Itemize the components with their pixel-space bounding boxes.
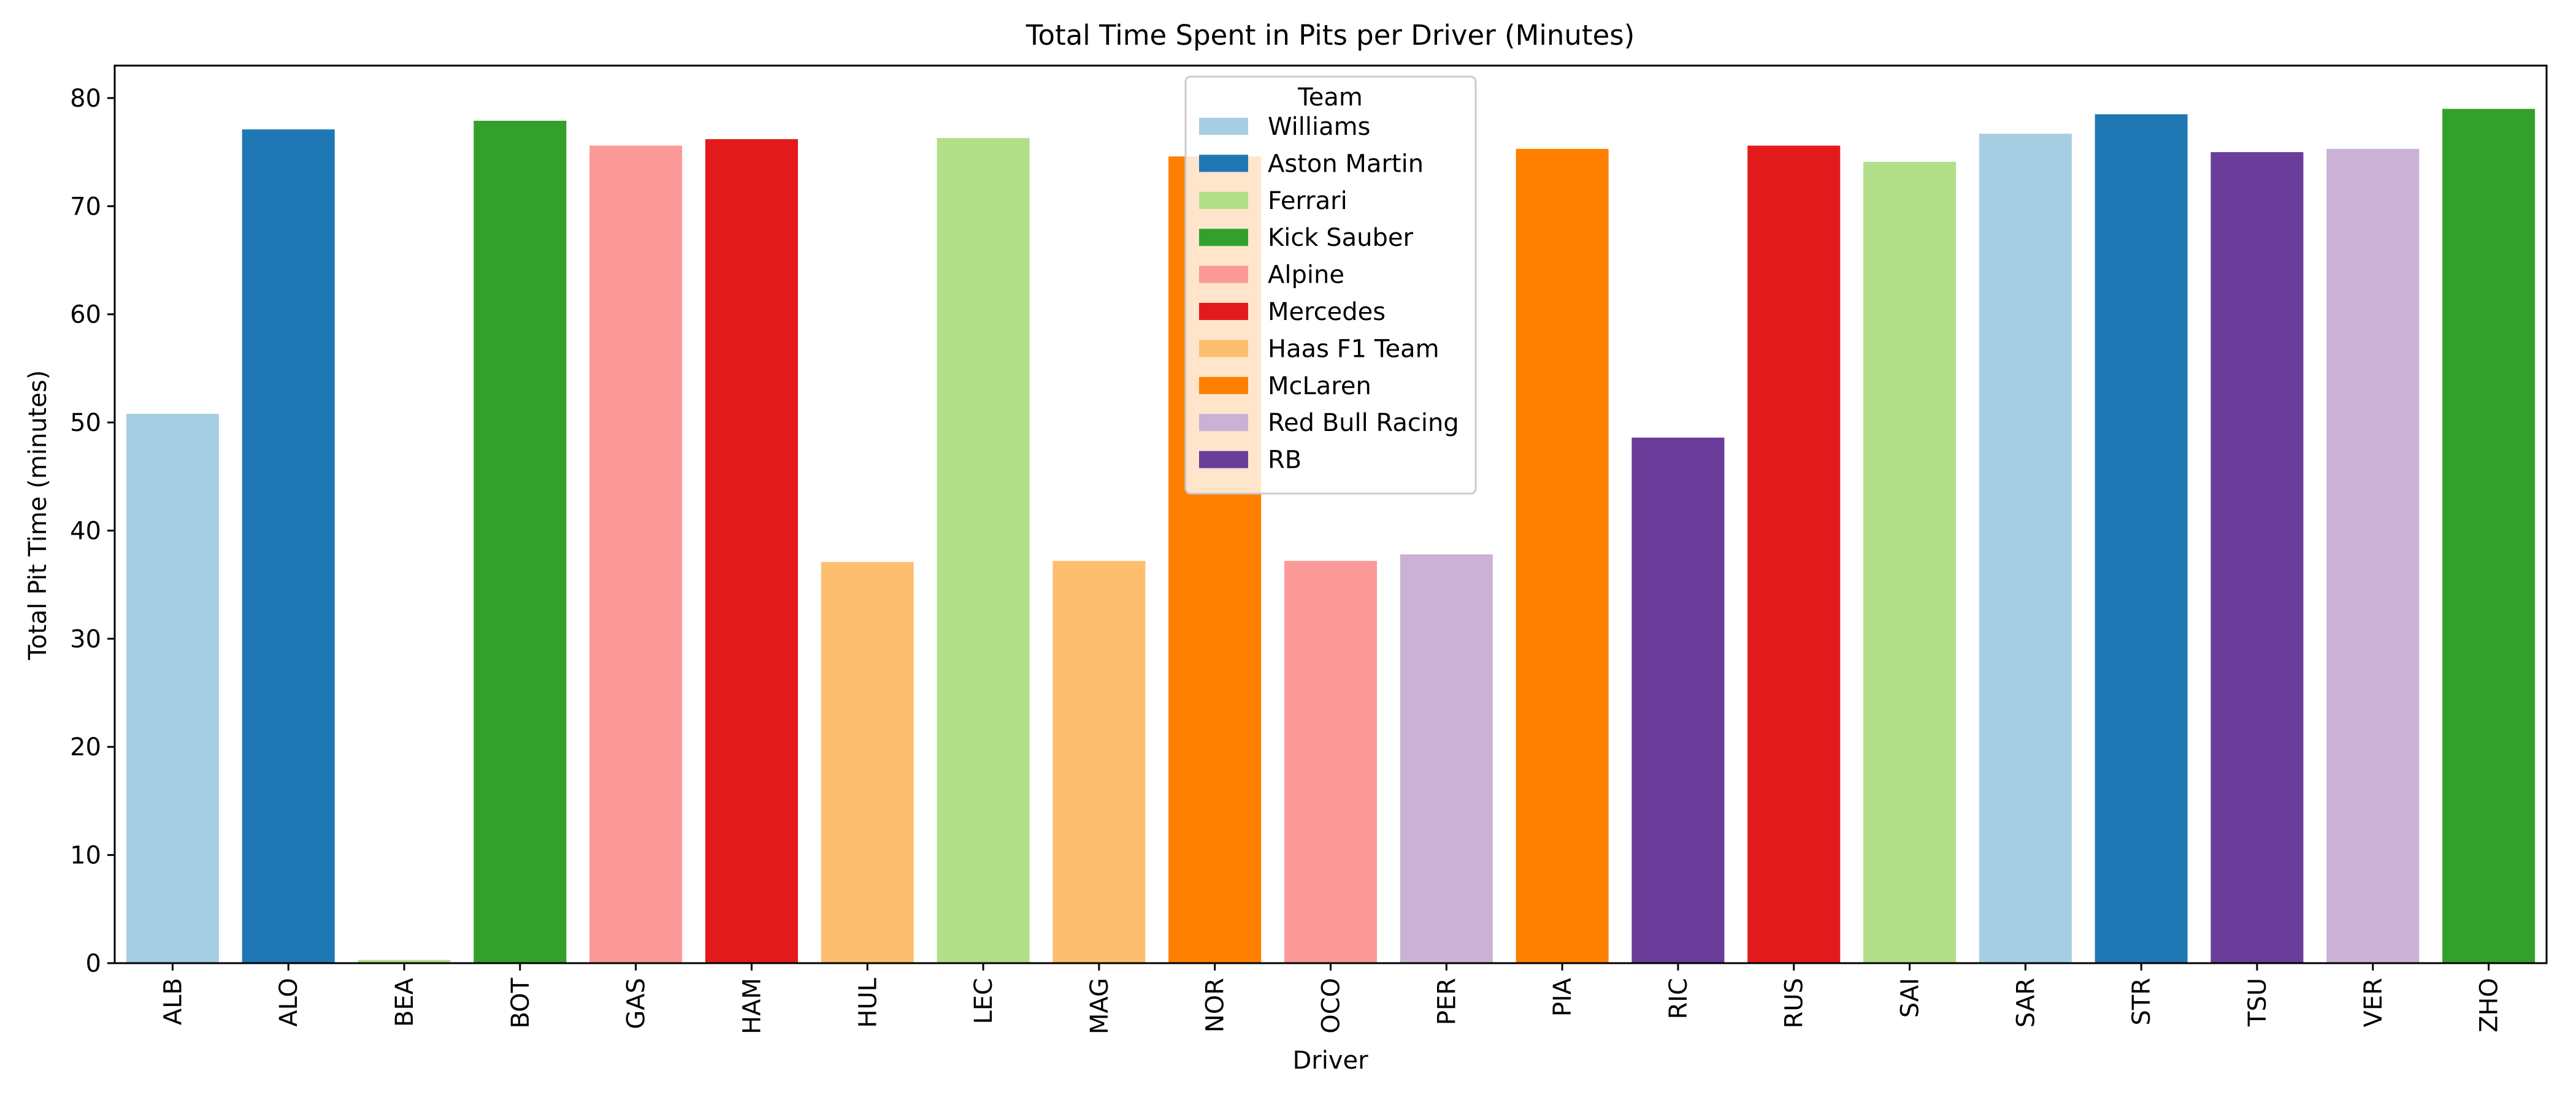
y-tick-label: 40 [70, 517, 101, 545]
bars [126, 109, 2536, 964]
bar-ric [1631, 437, 1725, 963]
legend-label: Kick Sauber [1268, 224, 1413, 252]
legend-swatch [1199, 340, 1248, 357]
y-tick-label: 60 [70, 301, 101, 329]
y-axis-label: Total Pit Time (minutes) [24, 370, 52, 661]
bar-oco [1284, 560, 1378, 963]
x-tick-label-mag: MAG [1086, 978, 1114, 1034]
legend-label: Williams [1268, 113, 1370, 141]
legend-swatch [1199, 229, 1248, 246]
bar-per [1400, 554, 1493, 963]
y-tick-label: 20 [70, 733, 101, 761]
legend-box [1184, 75, 1477, 495]
x-tick-label-oco: OCO [1317, 978, 1346, 1034]
bar-alb [126, 413, 219, 963]
x-tick-label-alo: ALO [275, 978, 303, 1027]
legend-items: Williams Aston Martin Ferrari Kick Sauber Al… [1199, 113, 1459, 475]
y-tick-label: 30 [70, 625, 101, 654]
bar-tsu [2210, 152, 2304, 964]
y-tick-label: 10 [70, 842, 101, 870]
bar-gas [589, 145, 683, 963]
bar-alo [242, 129, 335, 963]
x-tick-label-gas: GAS [623, 978, 651, 1029]
legend-title: Team [1297, 83, 1363, 112]
bar-sai [1863, 161, 1957, 964]
legend-swatch [1199, 191, 1248, 209]
legend-label: Ferrari [1268, 187, 1347, 215]
x-tick-label-rus: RUS [1781, 978, 1809, 1028]
x-tick-label-tsu: TSU [2244, 978, 2272, 1027]
bar-sar [1979, 134, 2072, 963]
bar-rus [1747, 145, 1841, 963]
bar-str [2095, 114, 2188, 963]
legend-label: McLaren [1268, 372, 1371, 400]
legend-label: RB [1268, 446, 1301, 475]
y-tick-label: 70 [70, 193, 101, 221]
legend-swatch [1199, 303, 1248, 320]
x-tick-label-sar: SAR [2012, 978, 2040, 1028]
x-tick-label-hul: HUL [854, 977, 882, 1028]
legend-swatch [1199, 118, 1248, 135]
x-tick-label-bot: BOT [507, 977, 535, 1028]
bar-ver [2326, 148, 2420, 963]
x-tick-label-ver: VER [2359, 978, 2388, 1027]
y-tick-label: 80 [70, 85, 101, 113]
legend-swatch [1199, 414, 1248, 432]
x-tick-label-alb: ALB [159, 978, 187, 1025]
chart-title: Total Time Spent in Pits per Driver (Min… [1025, 19, 1635, 51]
y-axis: 0 10 20 30 40 50 60 70 80 [70, 85, 115, 978]
bar-bea [358, 959, 451, 963]
y-tick-label: 0 [86, 950, 101, 978]
x-tick-label-lec: LEC [970, 978, 998, 1024]
x-tick-label-nor: NOR [1202, 978, 1230, 1032]
bar-zho [2442, 109, 2536, 963]
x-tick-label-pia: PIA [1549, 977, 1577, 1016]
legend-swatch [1199, 265, 1248, 283]
legend-label: Red Bull Racing [1268, 409, 1459, 437]
legend: Team Williams Aston Martin Ferrari Kick Sau… [1184, 75, 1477, 495]
x-tick-label-per: PER [1433, 978, 1461, 1025]
bar-lec [937, 138, 1030, 964]
bar-mag [1052, 560, 1146, 963]
y-tick-label: 50 [70, 409, 101, 437]
bar-pia [1516, 148, 1609, 963]
x-axis-label: Driver [1292, 1047, 1368, 1075]
legend-label: Aston Martin [1268, 150, 1424, 178]
x-tick-label-ham: HAM [738, 978, 766, 1034]
legend-label: Alpine [1268, 261, 1344, 289]
x-tick-label-zho: ZHO [2475, 978, 2504, 1032]
x-tick-label-ric: RIC [1665, 978, 1693, 1020]
legend-swatch [1199, 376, 1248, 394]
x-tick-label-sai: SAI [1896, 978, 1925, 1018]
legend-swatch [1199, 154, 1248, 172]
x-axis: ALB ALO BEA BOT GAS HAM HUL LEC MAG NOR OCO PER PIA R… [159, 963, 2504, 1034]
x-tick-label-str: STR [2128, 978, 2156, 1026]
bar-bot [473, 120, 567, 964]
legend-label: Mercedes [1268, 298, 1386, 326]
legend-label: Haas F1 Team [1268, 335, 1439, 363]
bar-hul [821, 562, 914, 963]
bar-ham [705, 139, 798, 964]
x-tick-label-bea: BEA [391, 977, 419, 1027]
legend-swatch [1199, 451, 1248, 468]
